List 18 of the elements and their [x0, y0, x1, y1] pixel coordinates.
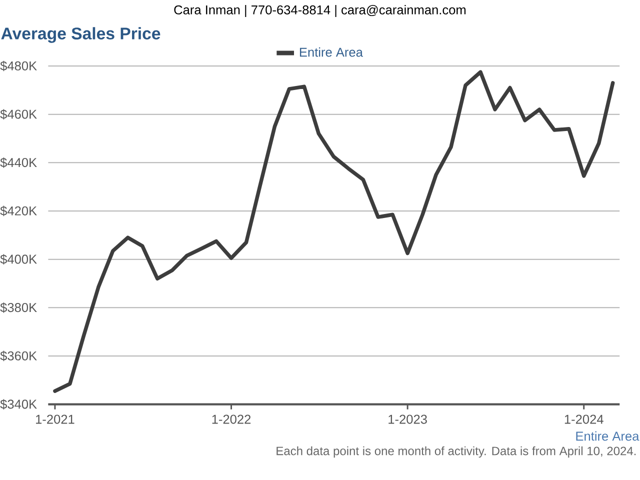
y-tick-label: $460K — [0, 109, 37, 120]
y-tick-label: $420K — [0, 206, 37, 216]
y-tick-label: $360K — [0, 350, 37, 362]
legend-label: Entire Area — [300, 47, 363, 57]
text: Each data point is one month of activity. Data is from April 10, 2024. — [276, 446, 636, 458]
x-tick-label: 1-2024 — [564, 414, 604, 424]
chart-title: Average Sales Price — [1, 27, 160, 43]
x-tick-label: 1-2023 — [388, 414, 427, 424]
y-tick-label: $400K — [0, 254, 37, 264]
line-series — [53, 70, 615, 393]
x-tick-label: 1-2021 — [36, 414, 74, 424]
text: Cara Inman | 770-634-8814 | cara@carainman.com — [174, 5, 466, 17]
y-tick-label: $340K — [0, 399, 37, 410]
x-tick-label: 1-2022 — [212, 414, 251, 424]
y-tick-label: $380K — [0, 302, 37, 313]
y-tick-label: $440K — [0, 157, 37, 168]
y-tick-label: $480K — [0, 60, 37, 72]
text: Entire Area — [576, 431, 640, 441]
